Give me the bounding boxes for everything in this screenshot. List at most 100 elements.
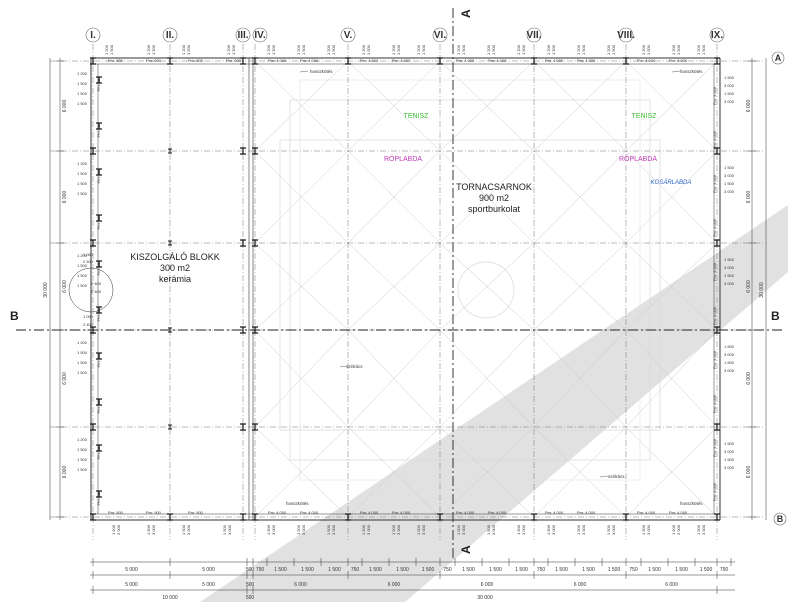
volleyball-label-right: RÖPLABDA: [619, 155, 657, 163]
section-b-right: B: [771, 309, 780, 323]
small-dim: 1 200: [77, 437, 88, 442]
small-dim: 1 500: [222, 524, 227, 535]
volleyball-label-left: RÖPLABDA: [384, 155, 422, 163]
small-dim: 1 500: [724, 75, 735, 80]
pm-label: Pm: 900: [96, 214, 101, 230]
small-dim: 1 500: [326, 524, 331, 535]
pm-label: Pm: 4 000: [268, 510, 287, 515]
small-dim: 1 200: [576, 44, 581, 55]
note-leader: [599, 475, 609, 478]
note-hosszkotes-4: hosszkötés: [680, 501, 703, 506]
court-linework: [254, 60, 718, 518]
pm-label: Pm: 900: [96, 168, 101, 184]
court-diagonal: [254, 242, 349, 331]
small-dim: 1 500: [641, 524, 646, 535]
small-dim: 1 200: [266, 44, 271, 55]
court-diagonal: [533, 329, 627, 428]
secondary-annotations: Pm: 900 Pm: 900 Pm: 900 Pm: 900 Pm: 900 Pm: 9…: [77, 44, 735, 535]
pm-label: Pm: 4 000: [300, 510, 319, 515]
axis-bubble: [162, 27, 178, 43]
dimension-value: 6 000: [62, 100, 68, 113]
row-bubble: [773, 512, 787, 526]
small-dim: 1 500: [724, 457, 735, 462]
dimension-value: 1 500: [648, 567, 661, 573]
small-dim: 1 500: [581, 44, 586, 55]
pm-label: Pm: 4 000: [712, 174, 717, 193]
dimension-value: 6 000: [62, 191, 68, 204]
small-dim: 1 200: [77, 340, 88, 345]
pm-label: Pm: 900: [96, 122, 101, 138]
small-dim: 1 200: [391, 44, 396, 55]
small-dim: 1 200: [226, 44, 231, 55]
small-dim: 3 000: [271, 524, 276, 535]
dimension-value: 1 500: [675, 567, 688, 573]
stair-dim: 2 400: [83, 322, 94, 327]
pm-label: Pm: 4 000: [268, 58, 287, 63]
small-dim: 3 000: [724, 83, 735, 88]
room-area: 300 m2: [160, 263, 190, 273]
pm-label: Pm: 900: [96, 444, 101, 460]
pm-label: Pm: 900: [96, 306, 101, 322]
small-dim: 3 000: [724, 368, 735, 373]
axis-label-6: VI.: [434, 30, 446, 41]
small-dim: 3 000: [676, 524, 681, 535]
dimension-value: 1 500: [515, 567, 528, 573]
dimension-value: 6 000: [746, 372, 752, 385]
pm-label: Pm: 900: [188, 510, 204, 515]
dimension-value: 1 500: [462, 567, 475, 573]
service-block-label: KISZOLGÁLÓ BLOKK 300 m2 kerámia: [130, 252, 220, 284]
small-dim: 1 500: [266, 524, 271, 535]
small-dim: 1 200: [326, 44, 331, 55]
small-dim: 3 000: [461, 524, 466, 535]
court-diagonal: [254, 329, 349, 428]
note-leader: [671, 70, 681, 73]
structural-grid: [16, 8, 787, 560]
dimension-value: 6 000: [746, 100, 752, 113]
small-dim: 1 200: [606, 44, 611, 55]
small-dim: 3 000: [724, 449, 735, 454]
dimension-value: 30 000: [43, 282, 49, 298]
small-dim: 1 500: [611, 44, 616, 55]
small-dim: 1 500: [724, 344, 735, 349]
door-swing: [90, 289, 114, 313]
dimension-lines: [49, 58, 767, 594]
court-diagonal: [254, 426, 349, 518]
small-dim: 1 500: [77, 101, 88, 106]
small-dim: 1 500: [77, 263, 88, 268]
small-dim: 1 200: [296, 44, 301, 55]
small-dim: 1 500: [77, 273, 88, 278]
small-dim: 1 500: [576, 524, 581, 535]
pm-label: Pm: 4 000: [712, 350, 717, 369]
small-dim: 1 500: [77, 171, 88, 176]
small-dim: 1 500: [724, 165, 735, 170]
small-dim: 1 500: [391, 524, 396, 535]
dimension-value: 1 500: [301, 567, 314, 573]
small-dim: 3 000: [186, 524, 191, 535]
dimension-value: 1 500: [700, 567, 713, 573]
axis-label-9: IX.: [711, 30, 723, 41]
dimension-value: 1 500: [274, 567, 287, 573]
small-dim: 1 500: [646, 44, 651, 55]
section-marks: A A B B A B: [10, 9, 784, 554]
small-dim: 3 000: [521, 524, 526, 535]
small-dim: 3 000: [724, 352, 735, 357]
pm-label: Pm: 4 000: [712, 130, 717, 149]
small-dim: 1 200: [181, 44, 186, 55]
small-dim: 1 500: [366, 44, 371, 55]
small-dim: 1 200: [486, 44, 491, 55]
dimension-value: 6 000: [481, 582, 494, 588]
small-dim: 1 500: [77, 350, 88, 355]
dimension-value: 750: [720, 567, 729, 573]
dimension-value: 30 000: [759, 282, 765, 298]
axis-bubble: [432, 27, 448, 43]
small-dim: 1 500: [724, 441, 735, 446]
small-dim: 1 500: [181, 524, 186, 535]
pm-label: Pm: 4 000: [392, 58, 411, 63]
dimension-value: 30 000: [477, 595, 493, 601]
small-dim: 1 500: [724, 273, 735, 278]
dimension-value: 1 500: [555, 567, 568, 573]
small-dim: 3 000: [331, 524, 336, 535]
building-outline: [68, 57, 721, 521]
small-dim: 1 500: [456, 524, 461, 535]
